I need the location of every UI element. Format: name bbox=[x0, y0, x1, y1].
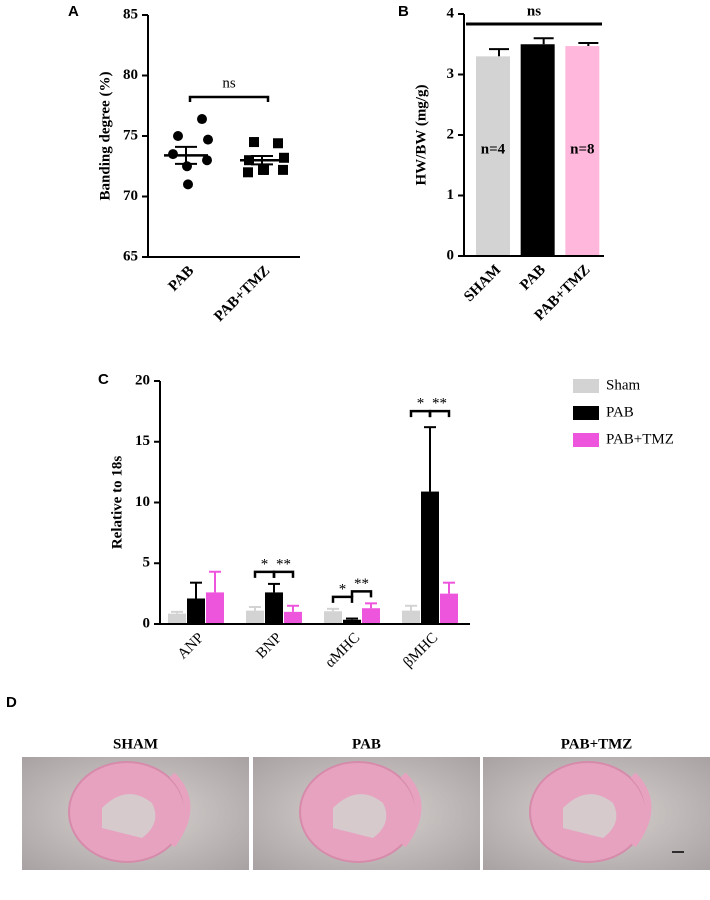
y-tick-label: 4 bbox=[447, 5, 455, 21]
ventricle-cavity bbox=[333, 794, 387, 838]
y-tick-label: 1 bbox=[447, 187, 455, 203]
bar bbox=[284, 611, 302, 624]
ventricle-wall bbox=[630, 772, 652, 848]
legend-label: PAB+TMZ bbox=[606, 431, 674, 447]
legend-label: Sham bbox=[606, 377, 641, 393]
panel-title: PAB bbox=[352, 736, 381, 752]
bracket bbox=[350, 590, 373, 598]
x-tick-label: SHAM bbox=[461, 262, 504, 305]
histology-image bbox=[253, 757, 480, 870]
point bbox=[278, 164, 288, 175]
panel-label: D bbox=[6, 694, 17, 711]
point bbox=[202, 155, 212, 166]
bar bbox=[324, 611, 342, 624]
y-tick-label: 10 bbox=[135, 494, 150, 510]
significance: * bbox=[261, 556, 269, 572]
x-tick-label: BNP bbox=[253, 630, 285, 662]
panel-title: SHAM bbox=[113, 736, 158, 752]
ventricle-wall bbox=[169, 772, 191, 848]
y-axis-title: HW/BW (mg/g) bbox=[413, 85, 429, 186]
y-axis-title: Banding degree (%) bbox=[97, 72, 113, 201]
x-tick-label: PAB bbox=[517, 262, 549, 294]
point bbox=[203, 134, 213, 145]
bar bbox=[565, 46, 600, 256]
y-tick-label: 85 bbox=[123, 6, 138, 22]
bar bbox=[402, 610, 420, 624]
significance: ** bbox=[432, 396, 447, 412]
legend-label: PAB bbox=[606, 404, 634, 420]
x-tick-label: PAB+TMZ bbox=[211, 263, 273, 325]
histology-image bbox=[22, 757, 249, 870]
bar bbox=[476, 56, 510, 256]
bar bbox=[206, 592, 224, 624]
bar bbox=[343, 619, 361, 624]
point bbox=[273, 138, 283, 149]
y-tick-label: 80 bbox=[123, 67, 138, 83]
significance: ** bbox=[354, 576, 369, 592]
significance: * bbox=[417, 396, 425, 412]
y-tick-label: 0 bbox=[447, 247, 455, 263]
y-axis-title: Relative to 18s bbox=[109, 456, 125, 549]
bracket bbox=[272, 570, 295, 578]
x-tick-label: ANP bbox=[175, 630, 208, 663]
point bbox=[259, 164, 269, 175]
y-tick-label: 20 bbox=[135, 372, 150, 388]
point bbox=[197, 114, 207, 125]
annotation: ns bbox=[222, 75, 236, 91]
point bbox=[183, 179, 193, 190]
bar bbox=[265, 592, 283, 624]
panel-title: PAB+TMZ bbox=[561, 736, 633, 752]
ventricle-cavity bbox=[102, 794, 156, 838]
histology-image bbox=[483, 757, 710, 870]
bar bbox=[246, 610, 264, 624]
bar bbox=[421, 491, 439, 624]
bar bbox=[520, 44, 555, 256]
y-tick-label: 75 bbox=[123, 127, 138, 143]
point bbox=[243, 167, 253, 178]
significance: * bbox=[339, 581, 347, 597]
point bbox=[279, 152, 289, 163]
bar bbox=[168, 613, 186, 624]
bracket bbox=[428, 409, 451, 418]
bracket bbox=[188, 95, 270, 102]
point bbox=[249, 137, 259, 148]
bracket bbox=[331, 595, 354, 603]
y-tick-label: 5 bbox=[143, 555, 151, 571]
y-tick-label: 3 bbox=[447, 66, 455, 82]
bar bbox=[362, 608, 380, 624]
bracket bbox=[253, 570, 276, 578]
bracket bbox=[409, 409, 432, 418]
annotation: ns bbox=[527, 3, 541, 19]
bar-label: n=4 bbox=[481, 142, 506, 158]
legend-swatch bbox=[573, 406, 599, 420]
x-tick-label: βMHC bbox=[400, 630, 441, 671]
bar-label: n=6 bbox=[525, 142, 550, 158]
y-tick-label: 2 bbox=[447, 126, 455, 142]
bar-label: n=8 bbox=[570, 142, 594, 158]
panel-label: C bbox=[98, 371, 109, 388]
bar bbox=[187, 598, 205, 624]
bar bbox=[440, 593, 458, 624]
significance: ** bbox=[276, 556, 291, 572]
y-tick-label: 70 bbox=[123, 188, 138, 204]
y-tick-label: 65 bbox=[123, 248, 138, 264]
legend-swatch bbox=[573, 433, 599, 447]
y-tick-label: 15 bbox=[135, 433, 150, 449]
panel-label: A bbox=[68, 3, 79, 20]
ventricle-cavity bbox=[563, 794, 617, 838]
point bbox=[173, 131, 183, 141]
x-tick-label: PAB bbox=[166, 263, 198, 295]
x-tick-label: αMHC bbox=[322, 630, 363, 671]
panel-label: B bbox=[398, 3, 409, 20]
y-tick-label: 0 bbox=[143, 615, 151, 631]
ventricle-wall bbox=[400, 772, 422, 848]
legend-swatch bbox=[573, 379, 599, 393]
